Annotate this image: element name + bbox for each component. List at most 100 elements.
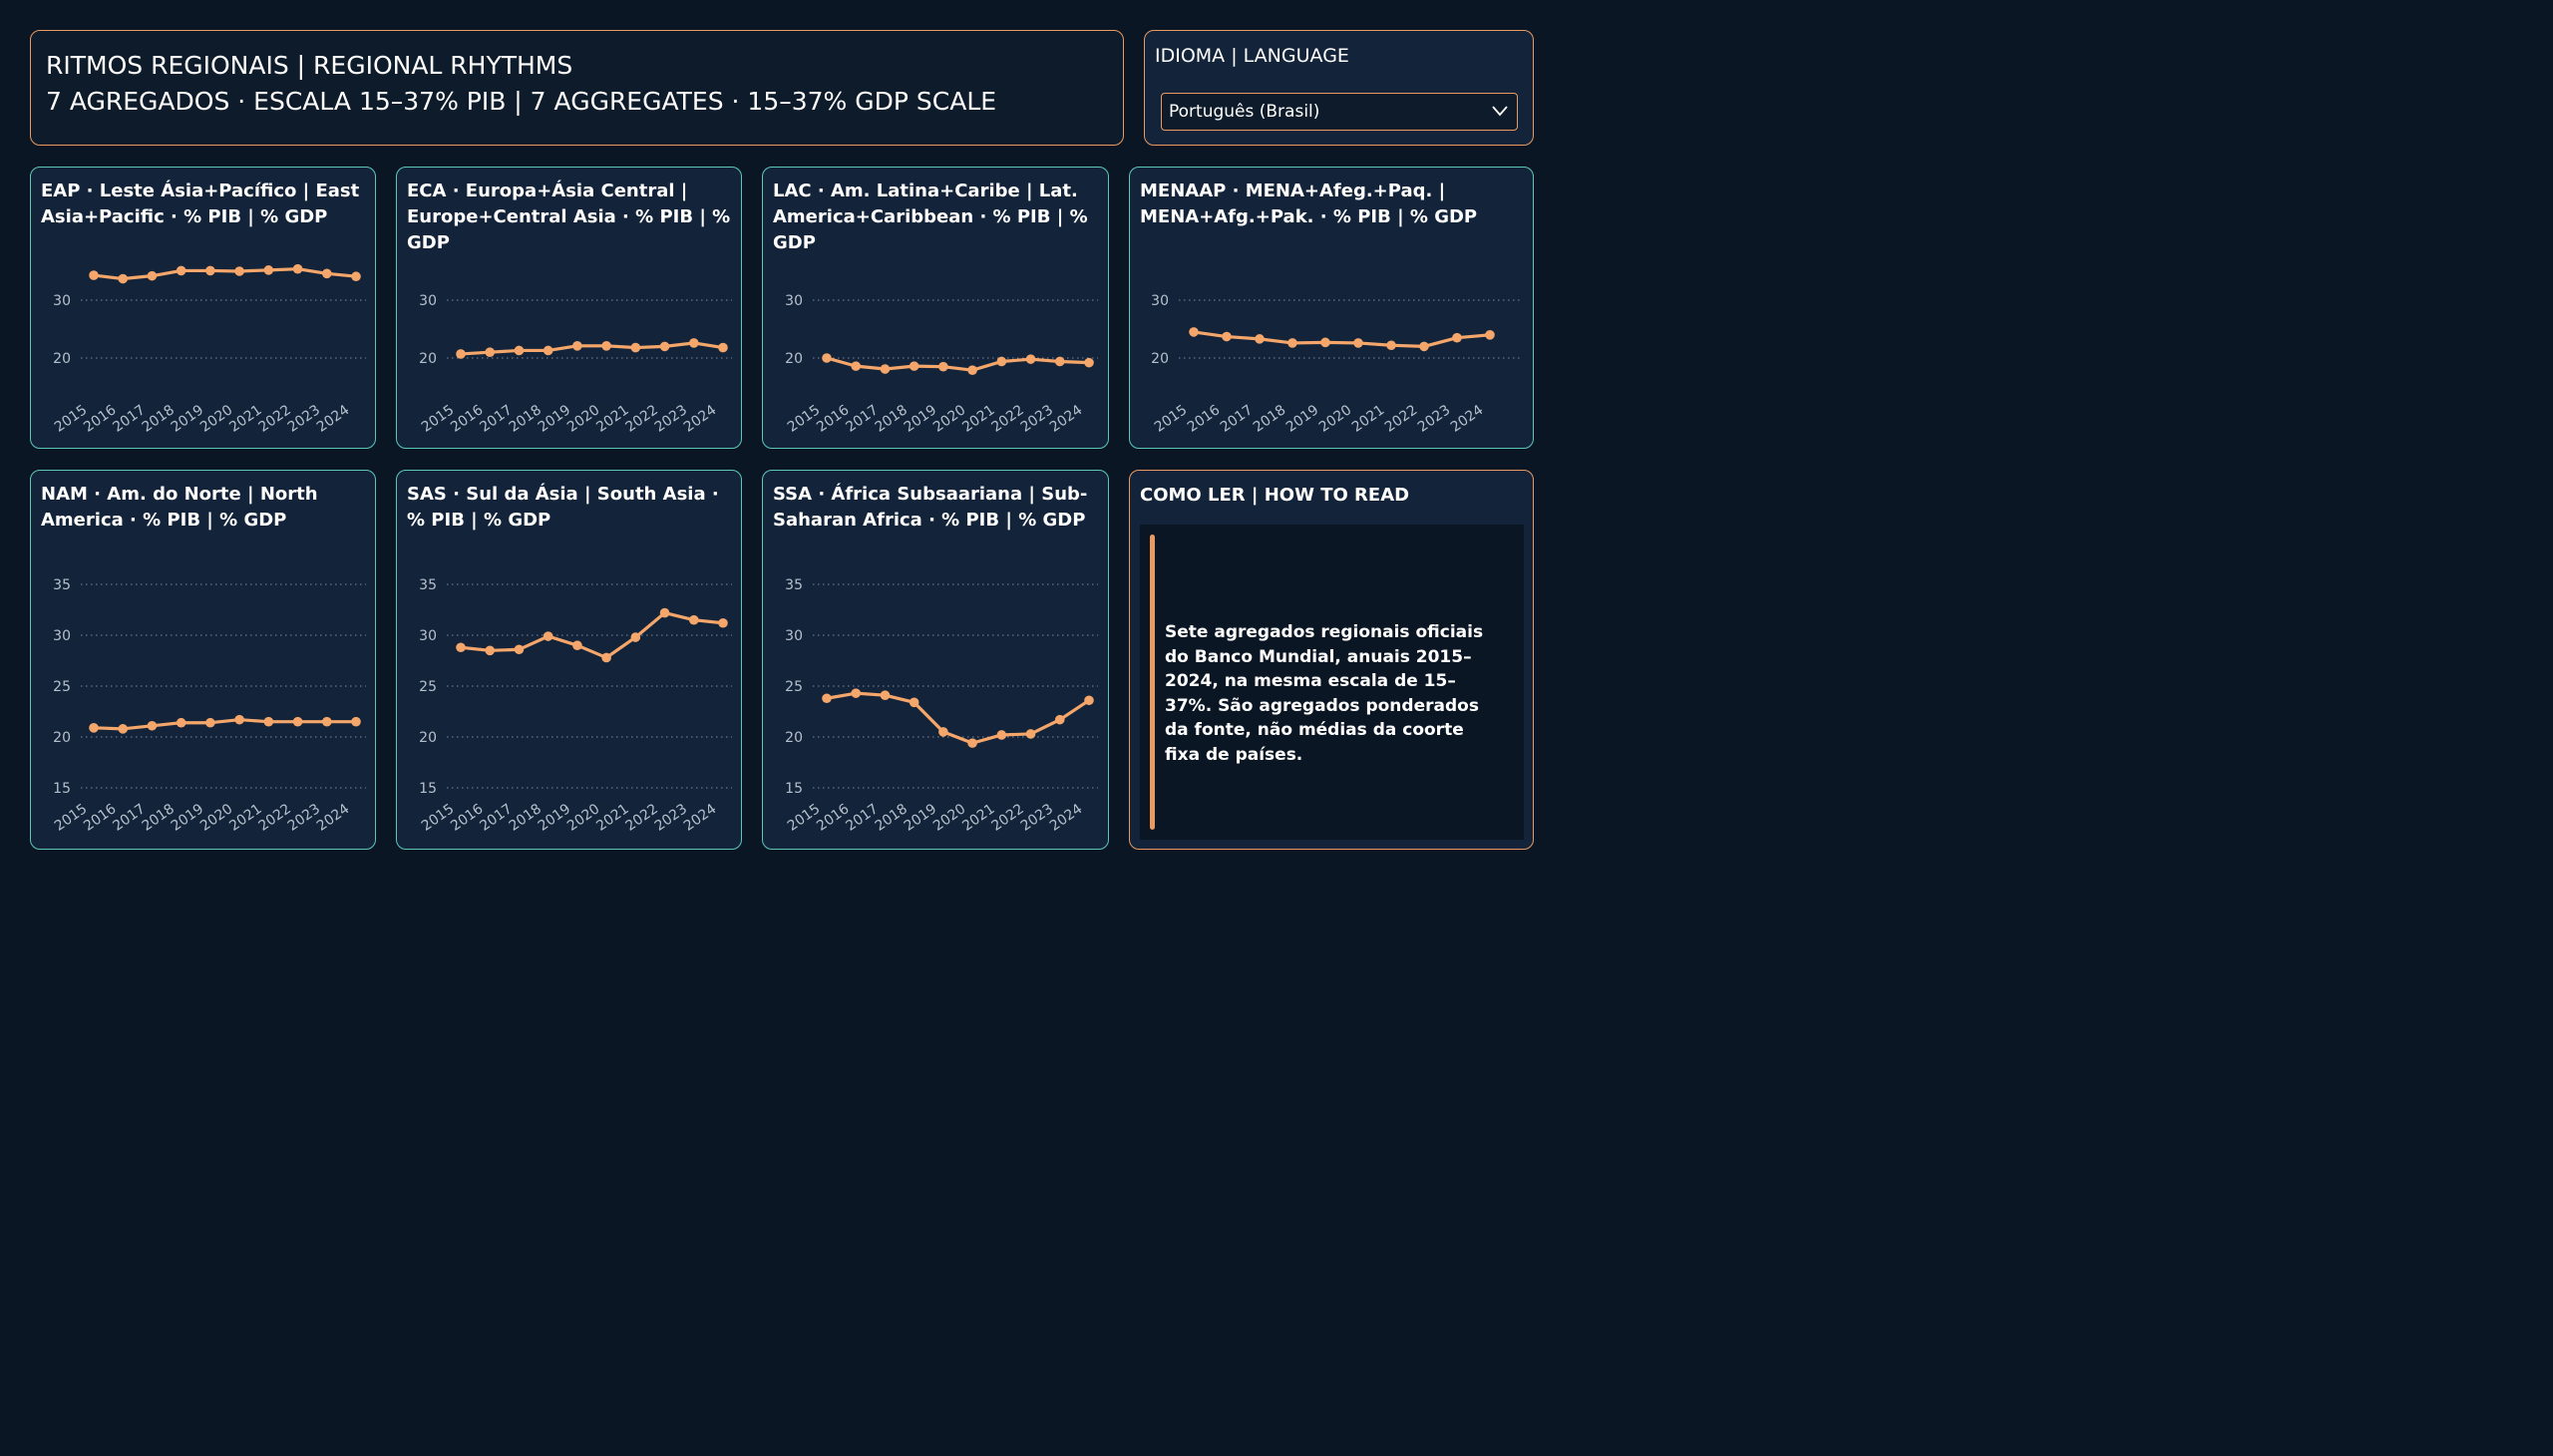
x-tick-label: 2018	[1251, 402, 1288, 436]
x-tick-label: 2024	[314, 402, 352, 436]
x-tick-label: 2016	[814, 402, 852, 436]
x-tick-label: 2022	[622, 801, 660, 835]
data-point	[822, 693, 832, 704]
data-point	[601, 341, 611, 351]
x-tick-label: 2017	[843, 402, 881, 436]
x-tick-label: 2017	[843, 801, 881, 835]
data-point	[118, 724, 129, 734]
data-point	[1485, 330, 1495, 340]
data-point	[1054, 714, 1065, 725]
x-tick-label: 2015	[1152, 402, 1190, 436]
x-tick-label: 2015	[419, 402, 457, 436]
x-tick-label: 2021	[593, 402, 631, 436]
series-line	[92, 718, 358, 731]
x-tick-label: 2019	[902, 402, 939, 436]
data-point	[205, 265, 215, 276]
data-point	[514, 345, 525, 356]
x-tick-label: 2017	[110, 402, 148, 436]
x-tick-label: 2019	[536, 402, 573, 436]
y-tick-label: 25	[785, 679, 803, 695]
data-point	[89, 270, 99, 280]
y-tick-label: 20	[419, 730, 437, 746]
data-point	[89, 723, 99, 733]
data-point	[718, 617, 728, 628]
data-point	[263, 716, 274, 727]
series-line	[459, 341, 725, 356]
y-tick-label: 35	[785, 577, 803, 593]
data-point	[1025, 354, 1036, 364]
data-point	[630, 342, 641, 353]
x-tick-label: 2020	[1316, 402, 1354, 436]
x-tick-label: 2018	[873, 801, 911, 835]
x-tick-label: 2022	[255, 801, 293, 835]
y-tick-label: 30	[419, 293, 437, 309]
x-tick-label: 2019	[536, 801, 573, 835]
x-tick-label: 2023	[1415, 402, 1453, 436]
x-tick-label: 2019	[169, 801, 206, 835]
how-to-read-card: Sete agregados regionais oficiais do Ban…	[1140, 525, 1524, 840]
x-tick-label: 2017	[477, 801, 515, 835]
x-tick-label: 2024	[681, 801, 719, 835]
data-point	[909, 361, 919, 371]
x-tick-label: 2020	[564, 801, 602, 835]
language-select[interactable]: Português (Brasil)	[1161, 93, 1518, 131]
chart-title: SAS · Sul da Ásia | South Asia · % PIB |…	[407, 484, 719, 531]
chart-ssa: 1520253035201520162017201820192020202120…	[785, 577, 1098, 835]
x-tick-label: 2021	[593, 801, 631, 835]
data-point	[321, 268, 332, 279]
x-tick-label: 2021	[959, 801, 997, 835]
data-point	[1255, 334, 1265, 344]
x-tick-label: 2024	[681, 402, 719, 436]
data-point	[630, 632, 641, 642]
data-point	[351, 716, 361, 727]
x-tick-label: 2018	[140, 402, 178, 436]
x-tick-label: 2019	[1283, 402, 1321, 436]
series-line	[92, 267, 358, 281]
data-point	[118, 273, 129, 284]
x-tick-label: 2020	[197, 402, 235, 436]
data-point	[292, 716, 303, 727]
chart-panel-eap: EAP · Leste Ásia+Pacífico | East Asia+Pa…	[30, 167, 376, 449]
y-tick-label: 35	[419, 577, 437, 593]
data-point	[1320, 337, 1330, 348]
x-tick-label: 2023	[1018, 801, 1056, 835]
data-point	[659, 341, 670, 352]
data-point	[514, 644, 525, 655]
x-tick-label: 2021	[959, 402, 997, 436]
data-point	[572, 640, 582, 650]
x-tick-label: 2022	[988, 402, 1026, 436]
data-point	[880, 690, 891, 700]
x-tick-label: 2022	[255, 402, 293, 436]
chart-title: ECA · Europa+Ásia Central | Europe+Centr…	[407, 181, 731, 253]
x-tick-label: 2024	[1047, 801, 1085, 835]
chart-panel-sas: SAS · Sul da Ásia | South Asia · % PIB |…	[396, 470, 742, 850]
x-tick-label: 2016	[81, 801, 119, 835]
how-to-read-title: COMO LER | HOW TO READ	[1140, 485, 1410, 506]
data-point	[543, 345, 553, 356]
series-line	[1192, 330, 1492, 348]
x-tick-label: 2023	[652, 402, 690, 436]
x-tick-label: 2023	[652, 801, 690, 835]
x-tick-label: 2016	[1185, 402, 1223, 436]
data-point	[909, 697, 919, 708]
data-point	[572, 341, 582, 351]
data-point	[996, 730, 1007, 740]
x-tick-label: 2020	[564, 402, 602, 436]
x-tick-label: 2018	[873, 402, 911, 436]
y-tick-label: 30	[419, 628, 437, 644]
x-tick-label: 2023	[285, 402, 323, 436]
data-point	[485, 645, 496, 656]
data-point	[351, 271, 361, 282]
page-title: RITMOS REGIONAIS | REGIONAL RHYTHMS	[46, 51, 573, 80]
y-tick-label: 30	[1151, 293, 1169, 309]
x-tick-label: 2016	[814, 801, 852, 835]
page-subtitle: 7 AGREGADOS · ESCALA 15–37% PIB | 7 AGGR…	[46, 87, 997, 116]
data-point	[659, 607, 670, 618]
data-point	[456, 642, 466, 653]
x-tick-label: 2015	[52, 402, 90, 436]
accent-bar	[1150, 535, 1155, 830]
x-tick-label: 2018	[507, 402, 545, 436]
x-tick-label: 2015	[785, 402, 823, 436]
x-tick-label: 2020	[197, 801, 235, 835]
x-tick-label: 2015	[52, 801, 90, 835]
